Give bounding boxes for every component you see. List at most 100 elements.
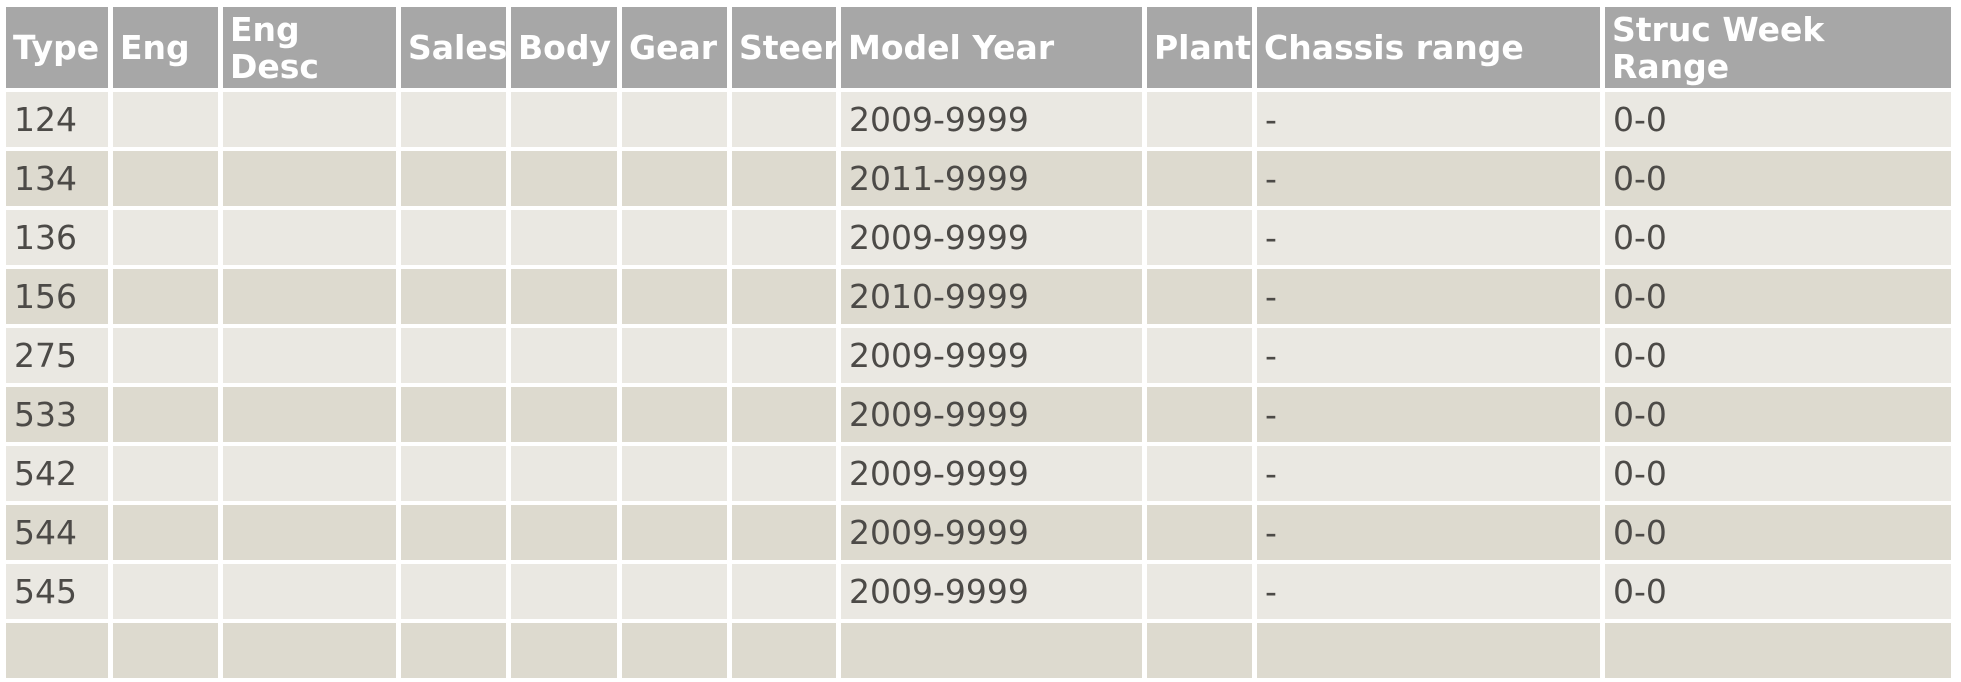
cell-eng-desc [223,151,396,206]
column-header-body: Body [511,7,617,88]
cell-sales [401,269,506,324]
table-row[interactable]: 134 2011-9999 -0-0 [6,151,1951,206]
cell-body [511,92,617,147]
cell-steer [732,623,836,678]
cell-gear [622,151,727,206]
cell-steer [732,505,836,560]
cell-steer [732,387,836,442]
cell-gear [622,269,727,324]
cell-body [511,505,617,560]
cell-model-year: 2011-9999 [841,151,1142,206]
cell-eng-desc [223,269,396,324]
cell-steer [732,564,836,619]
cell-eng [113,92,218,147]
cell-eng-desc [223,623,396,678]
cell-eng [113,269,218,324]
cell-plant [1147,564,1252,619]
cell-eng [113,210,218,265]
column-header-eng-desc: Eng Desc [223,7,396,88]
cell-chassis-range: - [1257,210,1600,265]
cell-eng-desc [223,446,396,501]
cell-sales [401,151,506,206]
cell-model-year: 2009-9999 [841,92,1142,147]
cell-struc-week-range: 0-0 [1605,151,1951,206]
cell-steer [732,269,836,324]
cell-plant [1147,505,1252,560]
cell-model-year [841,623,1142,678]
cell-struc-week-range: 0-0 [1605,269,1951,324]
cell-eng-desc [223,387,396,442]
cell-body [511,623,617,678]
cell-struc-week-range: 0-0 [1605,328,1951,383]
cell-eng [113,328,218,383]
cell-type: 545 [6,564,108,619]
cell-chassis-range: - [1257,564,1600,619]
cell-eng [113,623,218,678]
cell-body [511,269,617,324]
cell-type [6,623,108,678]
table-row[interactable]: 544 2009-9999 -0-0 [6,505,1951,560]
column-header-gear: Gear [622,7,727,88]
cell-eng-desc [223,92,396,147]
table-row[interactable]: 545 2009-9999 -0-0 [6,564,1951,619]
cell-plant [1147,210,1252,265]
cell-model-year: 2009-9999 [841,446,1142,501]
cell-struc-week-range: 0-0 [1605,210,1951,265]
cell-eng [113,151,218,206]
column-header-eng: Eng [113,7,218,88]
cell-type: 156 [6,269,108,324]
cell-chassis-range: - [1257,446,1600,501]
cell-steer [732,92,836,147]
table-row-truncated[interactable] [6,623,1951,678]
cell-struc-week-range: 0-0 [1605,505,1951,560]
header-row: Type Eng Eng Desc Sales Body Gear Steer Model Y… [6,7,1951,88]
cell-chassis-range: - [1257,328,1600,383]
column-header-steer: Steer [732,7,836,88]
cell-chassis-range: - [1257,92,1600,147]
cell-sales [401,328,506,383]
cell-plant [1147,269,1252,324]
cell-struc-week-range: 0-0 [1605,387,1951,442]
cell-type: 136 [6,210,108,265]
table-row[interactable]: 533 2009-9999 -0-0 [6,387,1951,442]
cell-plant [1147,92,1252,147]
cell-type: 124 [6,92,108,147]
column-header-model-year: Model Year [841,7,1142,88]
cell-model-year: 2010-9999 [841,269,1142,324]
cell-model-year: 2009-9999 [841,505,1142,560]
column-header-struc-week-range: Struc Week Range [1605,7,1951,88]
table-row[interactable]: 124 2009-9999 -0-0 [6,92,1951,147]
cell-struc-week-range: 0-0 [1605,446,1951,501]
table-row[interactable]: 136 2009-9999 -0-0 [6,210,1951,265]
cell-struc-week-range: 0-0 [1605,92,1951,147]
cell-body [511,387,617,442]
cell-sales [401,623,506,678]
cell-eng [113,446,218,501]
column-header-chassis-range: Chassis range [1257,7,1600,88]
cell-gear [622,210,727,265]
table-row[interactable]: 542 2009-9999 -0-0 [6,446,1951,501]
cell-eng-desc [223,328,396,383]
cell-gear [622,387,727,442]
cell-type: 544 [6,505,108,560]
cell-gear [622,623,727,678]
cell-model-year: 2009-9999 [841,387,1142,442]
vehicle-profile-page: Type Eng Eng Desc Sales Body Gear Steer Model Y… [1,3,1961,682]
cell-model-year: 2009-9999 [841,210,1142,265]
cell-model-year: 2009-9999 [841,564,1142,619]
cell-gear [622,92,727,147]
table-row[interactable]: 156 2010-9999 -0-0 [6,269,1951,324]
cell-type: 275 [6,328,108,383]
cell-type: 134 [6,151,108,206]
cell-gear [622,564,727,619]
cell-eng [113,387,218,442]
cell-body [511,446,617,501]
cell-sales [401,446,506,501]
cell-plant [1147,623,1252,678]
cell-body [511,151,617,206]
table-row[interactable]: 275 2009-9999 -0-0 [6,328,1951,383]
cell-sales [401,564,506,619]
cell-eng-desc [223,564,396,619]
cell-model-year: 2009-9999 [841,328,1142,383]
cell-sales [401,210,506,265]
